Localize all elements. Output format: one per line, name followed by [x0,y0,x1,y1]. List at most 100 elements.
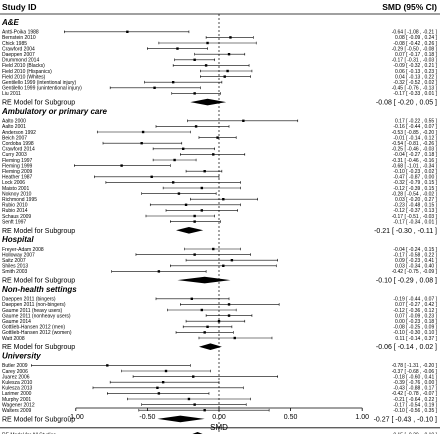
point-estimate [193,403,196,406]
study-ci-text: -0.43 [ -0.88 , 0.17 ] [393,386,437,392]
point-estimate [230,259,234,262]
point-estimate [193,214,196,218]
point-estimate [203,409,206,412]
study-ci-text: -0.68 [ -1.01 , -0.34 ] [392,163,438,169]
study-label: Gaume 2014 [2,319,31,325]
study-label: Smith 2003 [2,269,28,275]
point-estimate [106,364,109,367]
point-estimate [157,270,161,273]
study-ci-text: -0.42 [ -0.78 , -0.07 ] [392,391,438,397]
point-estimate [153,86,156,89]
study-label: Carey 2006 [2,369,28,375]
study-label: Kulesza 2010 [2,380,33,386]
point-estimate [194,125,198,128]
point-estimate [192,375,195,378]
subgroup-summary-label: RE Model for Subgroup [2,100,75,107]
study-ci-text: -0.25 [ -0.46 , -0.03 ] [392,147,438,153]
study-label: Gottlieb-Hansen 2012 (men) [2,325,65,331]
x-tick-label: 0.50 [284,414,298,421]
study-ci-text: -0.32 [ -0.79 , 0.15 ] [393,180,437,186]
point-estimate [161,381,165,384]
point-estimate [206,41,209,45]
study-ci-text: -0.17 [ -0.31 , -0.03 ] [392,58,438,64]
point-estimate [227,303,231,306]
study-label: Noknoy 2010 [2,191,32,197]
study-ci-text: -0.32 [ -0.52 , 0.02 ] [393,80,437,86]
study-label: Daeppen 2011 (bingers) [2,297,56,303]
point-estimate [229,36,232,39]
study-label: Shiles 2013 [2,264,28,270]
study-ci-text: -0.01 [ -0.14 , 0.12 ] [393,135,437,141]
summary-diamond [157,415,205,423]
subgroup-summary-ci: -0.27 [ -0.43 , -0.10 ] [374,416,437,423]
study-ci-text: -0.29 [ -0.50 , -0.08 ] [392,46,438,52]
study-label: Gottlieb-Hansen 2012 (women) [2,330,72,336]
point-estimate [120,164,123,167]
study-ci-text: -0.09 [ -0.32 , 0.21 ] [393,63,437,69]
x-tick-label: -0.50 [139,414,155,421]
point-estimate [193,92,196,95]
study-label: Drummond 2014 [2,58,39,64]
overall-summary-label: RE Model for All Studies [2,433,56,434]
point-estimate [233,336,236,340]
study-ci-text: -0.17 [ -0.33 , 0.01 ] [393,91,437,97]
point-estimate [242,119,245,122]
study-ci-text: 0.08 [ -0.09 , 0.24 ] [395,35,438,41]
study-ci-text: -0.31 [ -0.46 , -0.16 ] [392,158,438,164]
study-ci-text: -0.12 [ -0.39 , 0.15 ] [393,186,437,192]
study-ci-text: 0.11 [ -0.14 , 0.37 ] [395,336,437,342]
point-estimate [204,64,208,67]
study-label: Richmond 1995 [2,197,37,203]
study-ci-text: -0.17 [ -0.58 , 0.22 ] [393,252,437,258]
subgroup-heading: University [2,352,41,361]
point-estimate [176,47,179,50]
study-label: Rubio 2010 [2,203,28,209]
study-label: Fleming 1997 [2,158,33,164]
subgroup-summary-ci: -0.10 [ -0.29 , 0.08 ] [376,278,437,285]
study-ci-text: 0.00 [ -0.23 , 0.18 ] [395,319,438,325]
study-label: Aalto 2001 [2,124,26,130]
study-ci-text: -0.23 [ -0.48 , 0.15 ] [393,203,437,209]
point-estimate [171,181,175,184]
study-label: Holloway 2007 [2,252,35,258]
study-label: Liu 2011 [2,91,21,97]
study-label: Chick 1985 [2,41,27,47]
study-ci-text: -0.42 [ -0.75 , -0.09 ] [392,269,438,275]
study-label: Antti-Poika 1988 [2,30,39,36]
x-axis-title: SMD [210,423,228,432]
study-ci-text: -0.04 [ -0.27 , 0.18 ] [393,152,437,158]
subgroup-heading: Hospital [2,235,34,244]
study-ci-text: -0.17 [ -0.51 , -0.03 ] [392,214,438,220]
subgroup-summary-label: RE Model for Subgroup [2,278,75,285]
study-ci-text: -0.10 [ -0.23 , 0.02 ] [393,169,437,175]
study-ci-text: -0.45 [ -0.76 , -0.13 ] [392,86,438,92]
study-ci-text: 0.06 [ -0.13 , 0.23 ] [395,69,438,75]
study-label: Gentilello 1999 (unintentional injury) [2,86,82,92]
study-ci-text: -0.18 [ -0.60 , 0.41 ] [393,374,437,380]
study-label: Daeppen 2007 [2,52,35,58]
subgroup-heading: Ambulatory or primary care [1,107,107,116]
study-label: Bernstein 2010 [2,35,36,41]
study-ci-text: 0.09 [ -0.23 , 0.41 ] [395,258,438,264]
study-ci-text: 0.07 [ -0.17 , 0.18 ] [395,52,438,58]
point-estimate [182,147,185,150]
study-ci-text: -0.12 [ -0.37 , 0.13 ] [393,208,437,214]
study-ci-text: -0.37 [ -0.68 , -0.06 ] [392,369,438,375]
x-ticks: -1.00 -0.50 0.00 0.50 1.00 [68,408,369,421]
study-ci-text: 0.03 [ -0.20 , 0.27 ] [395,197,438,203]
point-estimate [203,170,206,173]
point-estimate [222,264,225,267]
study-ci-text: -0.53 [ -0.85 , -0.20 ] [392,130,438,136]
study-ci-text: 0.07 [ -0.09 , 0.23 ] [395,313,438,319]
study-label: Juarez 2006 [2,374,30,380]
subgroup-summary-ci: -0.21 [ -0.30 , -0.11 ] [374,228,437,235]
study-label: Fleming 1999 [2,163,33,169]
point-estimate [126,30,129,33]
x-tick-label: 1.00 [355,414,369,421]
study-label: Rubio 2014 [2,208,28,214]
study-column-header: Study ID [2,2,36,12]
study-label: Saitz 2007 [2,258,26,264]
point-estimate [200,186,204,190]
point-estimate [222,198,225,201]
point-estimate [190,297,193,300]
